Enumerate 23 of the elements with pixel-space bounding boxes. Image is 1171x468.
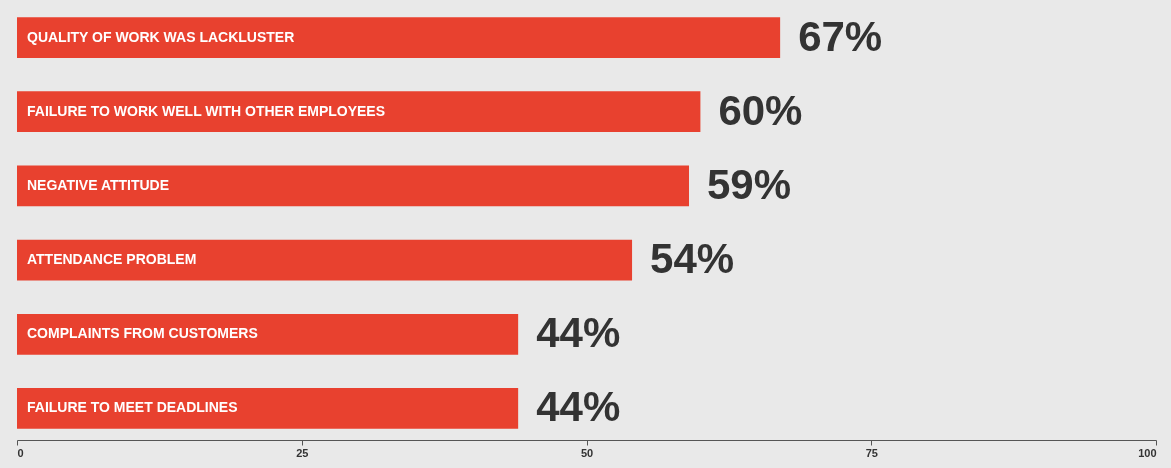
y-tick-label: COMPLAINTS FROM CUSTOMERS [27,325,258,342]
y-tick-label: ATTENDANCE PROBLEM [27,251,197,268]
bar [17,313,519,355]
y-tick-label: FAILURE TO MEET DEADLINES [27,399,238,416]
data-label: 44% [536,309,621,357]
bar [17,17,781,58]
bar [17,388,519,429]
data-label: 59% [707,160,792,208]
data-label: 60% [718,86,803,134]
y-tick-label: NEGATIVE ATTITUDE [27,176,170,193]
x-tick-label: 75 [865,446,878,459]
x-tick-label: 50 [580,446,594,459]
data-label: 54% [650,235,735,283]
data-label: 67% [798,12,883,60]
x-tick-label: 0 [17,446,24,459]
bar [17,239,633,281]
data-label: 44% [536,383,621,431]
y-tick-label: FAILURE TO WORK WELL WITH OTHER EMPLOYEES [27,102,386,119]
y-tick-label: QUALITY OF WORK WAS LACKLUSTER [27,28,295,45]
x-tick-label: 100 [1138,446,1157,459]
x-tick-label: 25 [296,446,309,459]
bar [17,165,690,207]
bar [17,91,701,133]
